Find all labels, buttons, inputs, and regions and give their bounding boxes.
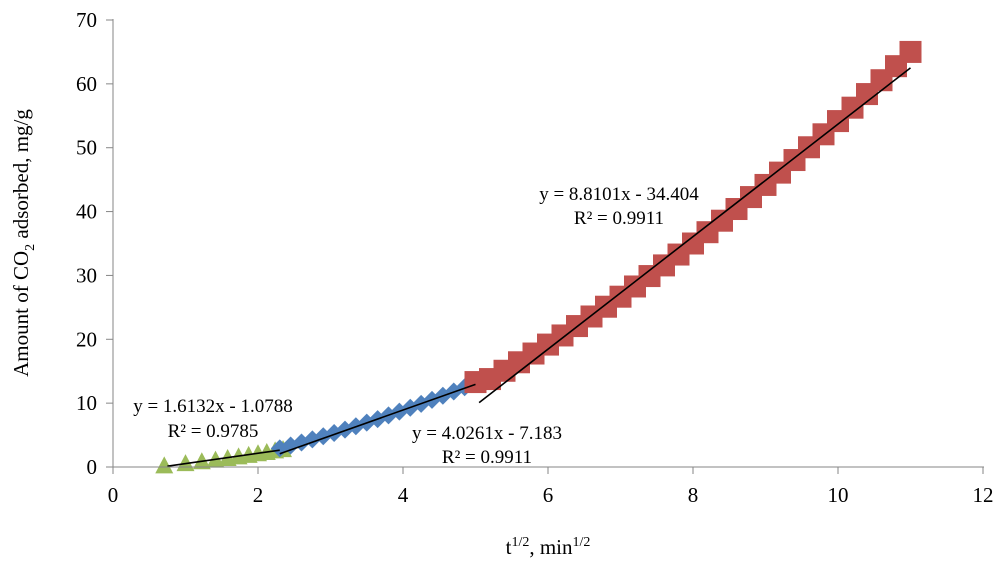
trend-r2-2: R² = 0.9911 [442, 447, 532, 468]
x-tick-label: 0 [108, 483, 119, 507]
series-stage-1 [155, 440, 293, 474]
series-stage-3 [464, 40, 922, 394]
y-tick-label: 0 [87, 455, 98, 479]
trendlines [167, 67, 911, 467]
x-tick-label: 12 [973, 483, 994, 507]
trend-eq-1: y = 1.6132x - 1.0788 [133, 396, 293, 417]
x-tick-label: 8 [688, 483, 699, 507]
y-tick-label: 10 [76, 391, 97, 415]
data-point [155, 456, 174, 474]
data-point [899, 40, 922, 63]
y-tick-label: 50 [76, 136, 97, 160]
x-tick-label: 10 [828, 483, 849, 507]
trendline-3 [478, 67, 911, 404]
trend-r2-3: R² = 0.9911 [574, 208, 664, 229]
x-axis-title: t1/2, min1/2 [506, 535, 591, 559]
y-tick-label: 70 [76, 8, 97, 32]
y-tick-label: 20 [76, 327, 97, 351]
trendline-2 [279, 383, 476, 455]
x-tick-label: 2 [253, 483, 264, 507]
trend-r2-1: R² = 0.9785 [168, 421, 259, 442]
x-tick-label: 6 [543, 483, 554, 507]
axis-ticks: 0 2 4 6 8 10 12 0 10 20 30 40 50 60 70 [76, 8, 994, 507]
y-tick-label: 40 [76, 200, 97, 224]
trend-eq-2: y = 4.0261x - 7.183 [412, 423, 562, 444]
trend-eq-3: y = 8.8101x - 34.404 [539, 184, 699, 205]
y-tick-label: 30 [76, 263, 97, 287]
x-tick-label: 4 [398, 483, 409, 507]
y-tick-label: 60 [76, 72, 97, 96]
y-axis-title: Amount of CO2 adsorbed, mg/g [9, 109, 38, 377]
trendline-1 [167, 449, 280, 467]
